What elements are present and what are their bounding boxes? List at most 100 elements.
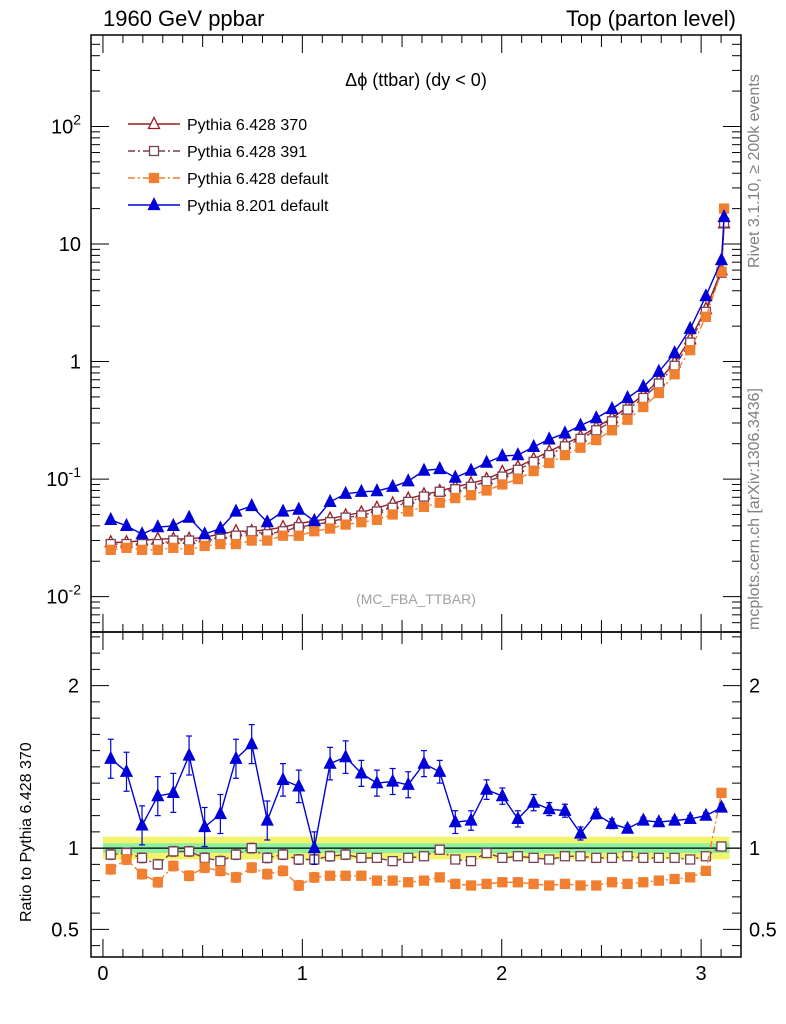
data-point-p391	[403, 852, 414, 864]
data-point-p8	[511, 810, 525, 825]
data-point-p391	[215, 855, 226, 867]
data-point-pdef6	[356, 517, 367, 528]
data-point-p391	[340, 849, 351, 860]
data-point-p8	[166, 517, 180, 532]
ratio-series-group	[104, 724, 729, 891]
data-point-p8	[589, 410, 603, 424]
data-point-p8	[245, 736, 259, 750]
data-point-pdef6	[669, 873, 680, 885]
legend-label: Pythia 6.428 391	[187, 144, 307, 161]
data-point-pdef6	[575, 442, 586, 453]
data-point-p8	[323, 755, 337, 769]
data-point-pdef6	[591, 880, 602, 891]
data-point-p391	[183, 846, 195, 857]
data-point-p391	[371, 506, 383, 517]
data-point-pdef6	[669, 369, 680, 380]
data-point-p8	[480, 781, 494, 795]
data-point-pdef6	[309, 872, 320, 883]
data-point-pdef6	[528, 465, 539, 477]
data-point-p391	[168, 846, 179, 857]
data-point-pdef6	[622, 878, 633, 890]
ratio-y-tick-label-left: 2	[68, 676, 79, 698]
data-point-p391	[387, 855, 398, 867]
legend-entry-p391: Pythia 6.428 391	[128, 144, 307, 161]
data-point-p8	[542, 801, 556, 815]
data-point-p8	[370, 483, 384, 497]
data-point-p8	[433, 763, 447, 777]
data-point-p8	[433, 460, 447, 475]
ratio-x-tick-label: 2	[496, 963, 507, 985]
data-point-p8	[182, 747, 196, 761]
data-point-p391	[418, 851, 430, 862]
data-point-p391	[575, 851, 586, 862]
data-point-p8	[198, 819, 212, 833]
data-point-pdef6	[277, 865, 289, 877]
legend-marker	[147, 116, 161, 130]
data-point-pdef6	[199, 540, 210, 552]
data-point-p8	[104, 750, 118, 764]
data-point-p8	[339, 749, 353, 763]
data-point-p8	[573, 417, 588, 431]
data-point-p8	[354, 765, 368, 779]
ratio-y-tick-label-right: 2	[749, 676, 760, 698]
data-point-p391	[512, 851, 524, 862]
data-point-p391	[434, 844, 445, 855]
data-point-p8	[229, 750, 243, 764]
data-point-p8	[652, 814, 666, 828]
data-point-pdef6	[340, 519, 351, 530]
data-point-p8	[151, 788, 165, 802]
data-point-p8	[213, 520, 227, 534]
data-point-p8	[119, 763, 134, 777]
analysis-watermark: (MC_FBA_TTBAR)	[356, 591, 476, 607]
mcplots-label: mcplots.cern.ch [arXiv:1306.3436]	[746, 388, 763, 630]
data-point-p391	[528, 456, 539, 468]
data-point-pdef6	[716, 787, 727, 799]
data-point-p8	[198, 526, 212, 540]
data-point-pdef6	[309, 526, 320, 537]
data-point-p391	[575, 433, 586, 444]
data-point-pdef6	[685, 344, 696, 356]
series-p370	[104, 215, 731, 548]
data-point-p391	[105, 849, 116, 860]
data-point-pdef6	[324, 523, 336, 534]
rivet-version-label: Rivet 3.1.10, ≥ 200k events	[746, 74, 763, 268]
series-line-p391	[110, 845, 722, 866]
ratio-x-tick-label: 0	[97, 963, 108, 985]
data-point-p8	[104, 511, 118, 525]
data-point-p8	[292, 778, 306, 792]
data-point-p8	[307, 513, 321, 527]
data-point-pdef6	[168, 542, 179, 553]
data-point-p391	[653, 852, 665, 864]
data-point-p8	[699, 807, 713, 821]
legend-label: Pythia 6.428 default	[187, 171, 329, 188]
data-point-p391	[622, 851, 633, 862]
data-point-pdef6	[403, 877, 414, 888]
main-series-group	[104, 203, 731, 555]
data-point-pdef6	[591, 434, 602, 446]
data-point-p391	[183, 535, 195, 546]
data-point-p391	[559, 441, 571, 452]
data-point-pdef6	[638, 401, 649, 413]
data-point-p8	[448, 469, 462, 483]
data-point-p8	[495, 788, 509, 802]
data-point-p8	[527, 794, 541, 808]
data-point-p391	[622, 404, 633, 415]
data-point-p8	[370, 775, 384, 789]
data-point-pdef6	[497, 877, 508, 888]
series-p391	[105, 841, 727, 870]
data-point-pdef6	[121, 854, 132, 865]
legend-label: Pythia 8.201 default	[187, 198, 329, 215]
data-point-pdef6	[136, 544, 148, 555]
data-point-p391	[669, 360, 680, 371]
data-point-p8	[699, 288, 713, 302]
data-point-pdef6	[262, 868, 273, 880]
data-point-pdef6	[262, 535, 273, 546]
data-point-pdef6	[215, 538, 226, 550]
data-point-p391	[277, 849, 289, 860]
data-point-pdef6	[497, 479, 508, 490]
data-point-p8	[714, 252, 729, 266]
data-point-p391	[591, 852, 602, 864]
data-point-p391	[591, 425, 602, 436]
y-tick-label: 10-1	[46, 464, 81, 491]
data-point-p8	[464, 812, 478, 826]
